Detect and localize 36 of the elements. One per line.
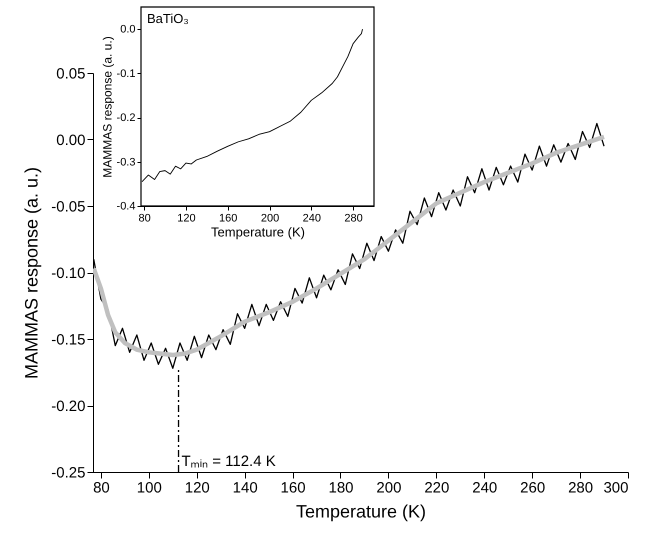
y-axis-title: MAMMAS response (a. u.): [21, 166, 42, 380]
x-axis-title: Temperature (K): [211, 224, 305, 240]
x-tick-label: 80: [138, 212, 151, 224]
y-tick-label: 0.0: [120, 24, 136, 36]
x-tick-label: 280: [568, 480, 594, 496]
x-tick-label: 200: [260, 212, 280, 224]
x-tick-label: 200: [376, 480, 402, 496]
y-tick-label: -0.05: [51, 198, 86, 216]
x-tick-label: 300: [603, 480, 628, 496]
y-tick-label: -0.4: [116, 200, 136, 212]
x-tick-label: 160: [280, 480, 306, 496]
x-tick-label: 100: [136, 480, 162, 496]
x-tick-label: 240: [472, 480, 498, 496]
y-tick-label: -0.2: [116, 112, 136, 124]
y-tick-label: -0.1: [116, 68, 136, 80]
x-tick-label: 260: [520, 480, 546, 496]
y-tick-label: -0.15: [51, 332, 86, 348]
x-tick-label: 220: [424, 480, 450, 496]
x-tick-label: 80: [93, 480, 110, 496]
ref-line-label: Tₘᵢₙ = 112.4 K: [182, 453, 276, 470]
y-tick-label: 0.05: [56, 66, 86, 82]
x-tick-label: 120: [184, 480, 210, 496]
y-tick-label: -0.3: [116, 156, 136, 168]
x-tick-label: 160: [219, 212, 238, 224]
x-tick-label: 240: [302, 212, 321, 224]
x-tick-label: 180: [328, 480, 354, 496]
y-tick-label: -0.10: [51, 265, 86, 282]
annotation: BaTiO₃: [147, 11, 189, 26]
x-tick-label: 120: [177, 212, 196, 224]
y-tick-label: -0.20: [51, 398, 86, 415]
y-tick-label: -0.25: [51, 464, 86, 482]
y-axis-title: MAMMAS response (a. u.): [100, 36, 115, 178]
x-tick-label: 140: [232, 480, 258, 496]
x-axis-title: Temperature (K): [296, 502, 426, 522]
y-tick-label: 0.00: [56, 132, 86, 149]
x-tick-label: 280: [344, 212, 363, 224]
